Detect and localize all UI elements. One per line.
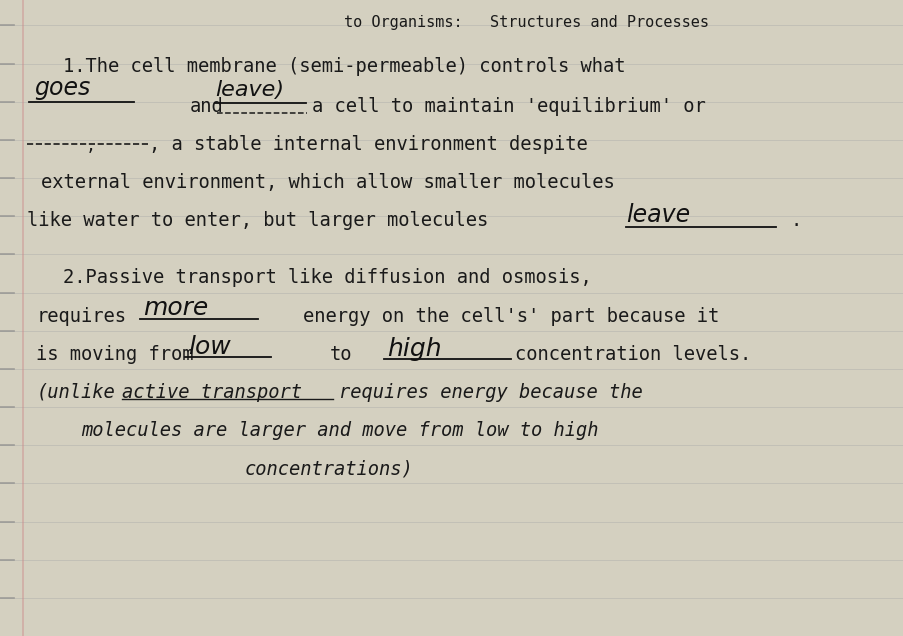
Text: to: to xyxy=(330,345,352,364)
Text: high: high xyxy=(386,336,441,361)
Text: like water to enter, but larger molecules: like water to enter, but larger molecule… xyxy=(27,211,488,230)
Text: external environment, which allow smaller molecules: external environment, which allow smalle… xyxy=(41,173,614,192)
Text: concentrations): concentrations) xyxy=(244,459,413,478)
Text: leave: leave xyxy=(626,203,690,227)
Text: requires: requires xyxy=(36,307,126,326)
Text: 1.The cell membrane (semi-permeable) controls what: 1.The cell membrane (semi-permeable) con… xyxy=(63,57,625,76)
Text: more: more xyxy=(143,296,208,321)
Text: concentration levels.: concentration levels. xyxy=(515,345,750,364)
Text: (unlike: (unlike xyxy=(36,383,115,402)
Text: ,: , xyxy=(86,137,96,155)
Text: goes: goes xyxy=(34,76,90,100)
Text: molecules are larger and move from low to high: molecules are larger and move from low t… xyxy=(81,421,598,440)
Text: low: low xyxy=(188,335,230,359)
Text: and: and xyxy=(190,97,223,116)
Text: energy on the cell's' part because it: energy on the cell's' part because it xyxy=(303,307,718,326)
Text: is moving from: is moving from xyxy=(36,345,193,364)
Text: leave): leave) xyxy=(215,80,284,100)
Text: , a stable internal environment despite: , a stable internal environment despite xyxy=(149,135,587,154)
Text: requires energy because the: requires energy because the xyxy=(339,383,642,402)
Text: a cell to maintain 'equilibrium' or: a cell to maintain 'equilibrium' or xyxy=(312,97,705,116)
Text: active transport: active transport xyxy=(122,383,302,402)
Text: to Organisms:   Structures and Processes: to Organisms: Structures and Processes xyxy=(343,15,708,30)
Text: .: . xyxy=(790,211,801,230)
Text: 2.Passive transport like diffusion and osmosis,: 2.Passive transport like diffusion and o… xyxy=(63,268,591,287)
